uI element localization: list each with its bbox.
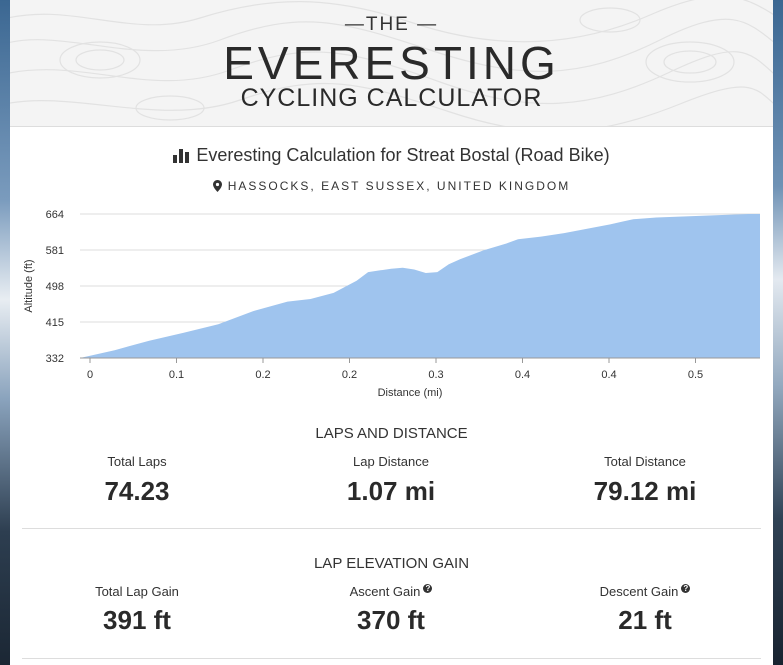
section-divider [22, 658, 761, 659]
total-distance-value: 79.12 mi [593, 476, 697, 506]
bar-chart-icon [173, 146, 190, 168]
total-lap-gain-value: 391 ft [103, 605, 171, 635]
y-tick-label: 664 [46, 209, 64, 221]
x-tick-label: 0.3 [428, 369, 443, 381]
map-pin-icon [212, 180, 222, 195]
x-tick-label: 0.5 [688, 369, 703, 381]
calculation-title-text: Everesting Calculation for Streat Bostal… [196, 145, 610, 165]
descent-gain-label: Descent Gain [599, 584, 679, 599]
lap-distance-label: Lap Distance [353, 454, 429, 469]
ascent-gain-value: 370 ft [357, 605, 425, 635]
elevation-chart: 664 581 498 415 332 0 0.1 0.2 0.2 0.3 0.4 0.4 0.5 Dis… [23, 209, 760, 399]
lap-distance-value: 1.07 mi [346, 476, 436, 506]
y-tick-label: 332 [46, 353, 64, 365]
descent-gain-label-wrap: Descent Gain? [518, 584, 772, 599]
x-tick-label: 0.2 [342, 369, 357, 381]
header-subtitle: CYCLING CALCULATOR [240, 84, 543, 112]
header-the-label: —THE — [344, 14, 439, 35]
x-tick-label: 0.4 [601, 369, 616, 381]
elevation-area [80, 214, 760, 358]
x-tick-label: 0.1 [169, 369, 184, 381]
calculation-title: Everesting Calculation for Streat Bostal… [10, 145, 773, 168]
header-title: EVERESTING [223, 37, 560, 89]
y-tick-label: 498 [46, 281, 64, 293]
section-divider [22, 528, 761, 529]
topographic-pattern [10, 0, 773, 126]
descent-gain-value: 21 ft [618, 605, 672, 635]
question-circle-icon[interactable]: ? [681, 584, 691, 593]
total-lap-gain-label: Total Lap Gain [95, 584, 179, 599]
laps-and-distance-title: LAPS AND DISTANCE [315, 425, 468, 442]
total-distance-label: Total Distance [604, 454, 686, 469]
y-axis-title: Altitude (ft) [23, 259, 35, 312]
x-tick-label: 0.4 [515, 369, 530, 381]
x-axis-title: Distance (mi) [378, 387, 443, 399]
calculator-card: —THE — EVERESTING CYCLING CALCULATOR Eve… [10, 0, 773, 665]
y-tick-label: 415 [46, 317, 64, 329]
total-laps-label: Total Laps [107, 454, 167, 469]
y-tick-label: 581 [46, 245, 64, 257]
question-circle-icon[interactable]: ? [423, 584, 433, 593]
x-tick-label: 0 [87, 369, 93, 381]
lap-elevation-gain-title: LAP ELEVATION GAIN [313, 555, 470, 572]
location-text: HASSOCKS, EAST SUSSEX, UNITED KINGDOM [227, 179, 571, 193]
location-line: HASSOCKS, EAST SUSSEX, UNITED KINGDOM [10, 179, 773, 195]
ascent-gain-label: Ascent Gain [349, 584, 421, 599]
ascent-gain-label-wrap: Ascent Gain? [264, 584, 518, 599]
total-laps-value: 74.23 [104, 476, 170, 506]
x-tick-label: 0.2 [255, 369, 270, 381]
page-header: —THE — EVERESTING CYCLING CALCULATOR [10, 0, 773, 127]
